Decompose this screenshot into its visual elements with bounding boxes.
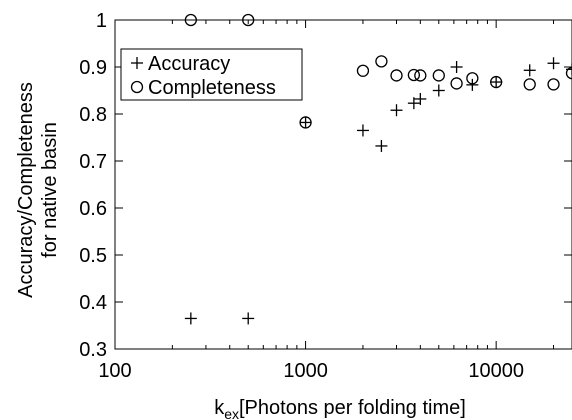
accuracy-point	[299, 116, 312, 129]
accuracy-point	[184, 312, 197, 325]
y-tick-label: 0.4	[79, 292, 107, 314]
completeness-point	[547, 78, 560, 91]
y-tick-label: 0.3	[79, 339, 107, 361]
x-tick-label: 100	[98, 360, 131, 382]
completeness-point	[450, 77, 463, 90]
accuracy-point	[414, 92, 427, 105]
x-tick-label: 10000	[468, 360, 524, 382]
completeness-point	[466, 72, 479, 85]
y-tick-label: 1	[96, 10, 107, 32]
legend-label: Accuracy	[148, 53, 230, 75]
accuracy-point	[450, 61, 463, 73]
completeness-point	[375, 55, 388, 68]
y-tick-label: 0.5	[79, 245, 107, 267]
completeness-point	[299, 116, 312, 129]
y-tick-label: 0.9	[79, 57, 107, 79]
legend-box	[120, 48, 303, 101]
y-tick-label: 0.7	[79, 151, 107, 173]
x-axis-label: kex[Photons per folding time]	[214, 397, 466, 420]
y-axis-ticks: 0.3 0.4 0.5 0.6 0.7 0.8 0.9 1	[79, 10, 572, 361]
y-axis-label-line2: for native basin	[39, 122, 61, 258]
legend-label: Completeness	[148, 77, 276, 99]
accuracy-point	[407, 97, 420, 110]
x-axis-ticks: 100 1000 10000	[98, 20, 555, 382]
accuracy-point	[490, 76, 503, 89]
completeness-point	[414, 69, 427, 82]
x-tick-label: 1000	[283, 360, 328, 382]
accuracy-point	[432, 84, 445, 97]
legend-circle-marker	[130, 80, 144, 94]
completeness-point	[565, 66, 572, 80]
accuracy-point	[242, 312, 255, 325]
accuracy-point	[390, 104, 403, 117]
accuracy-point	[547, 57, 560, 70]
completeness-point	[523, 78, 536, 91]
accuracy-point	[375, 139, 388, 152]
completeness-point	[184, 13, 197, 27]
completeness-point	[356, 64, 370, 77]
y-axis-label-line1: Accuracy/Completeness	[15, 82, 37, 298]
completeness-point	[390, 69, 403, 82]
y-tick-label: 0.6	[79, 198, 107, 220]
completeness-point	[432, 69, 445, 82]
data-points	[184, 13, 572, 325]
accuracy-point	[356, 124, 369, 137]
x-axis-label-main: k	[214, 397, 225, 419]
x-axis-label-rest: [Photons per folding time]	[239, 397, 466, 419]
x-axis-label-sub: ex	[224, 406, 239, 420]
completeness-point	[490, 75, 503, 89]
accuracy-point	[523, 64, 536, 77]
legend-plus-marker	[131, 57, 143, 69]
completeness-point	[242, 13, 255, 27]
y-tick-label: 0.8	[79, 104, 107, 126]
plot-frame	[114, 19, 572, 350]
accuracy-point	[466, 78, 479, 91]
completeness-point	[407, 68, 421, 82]
